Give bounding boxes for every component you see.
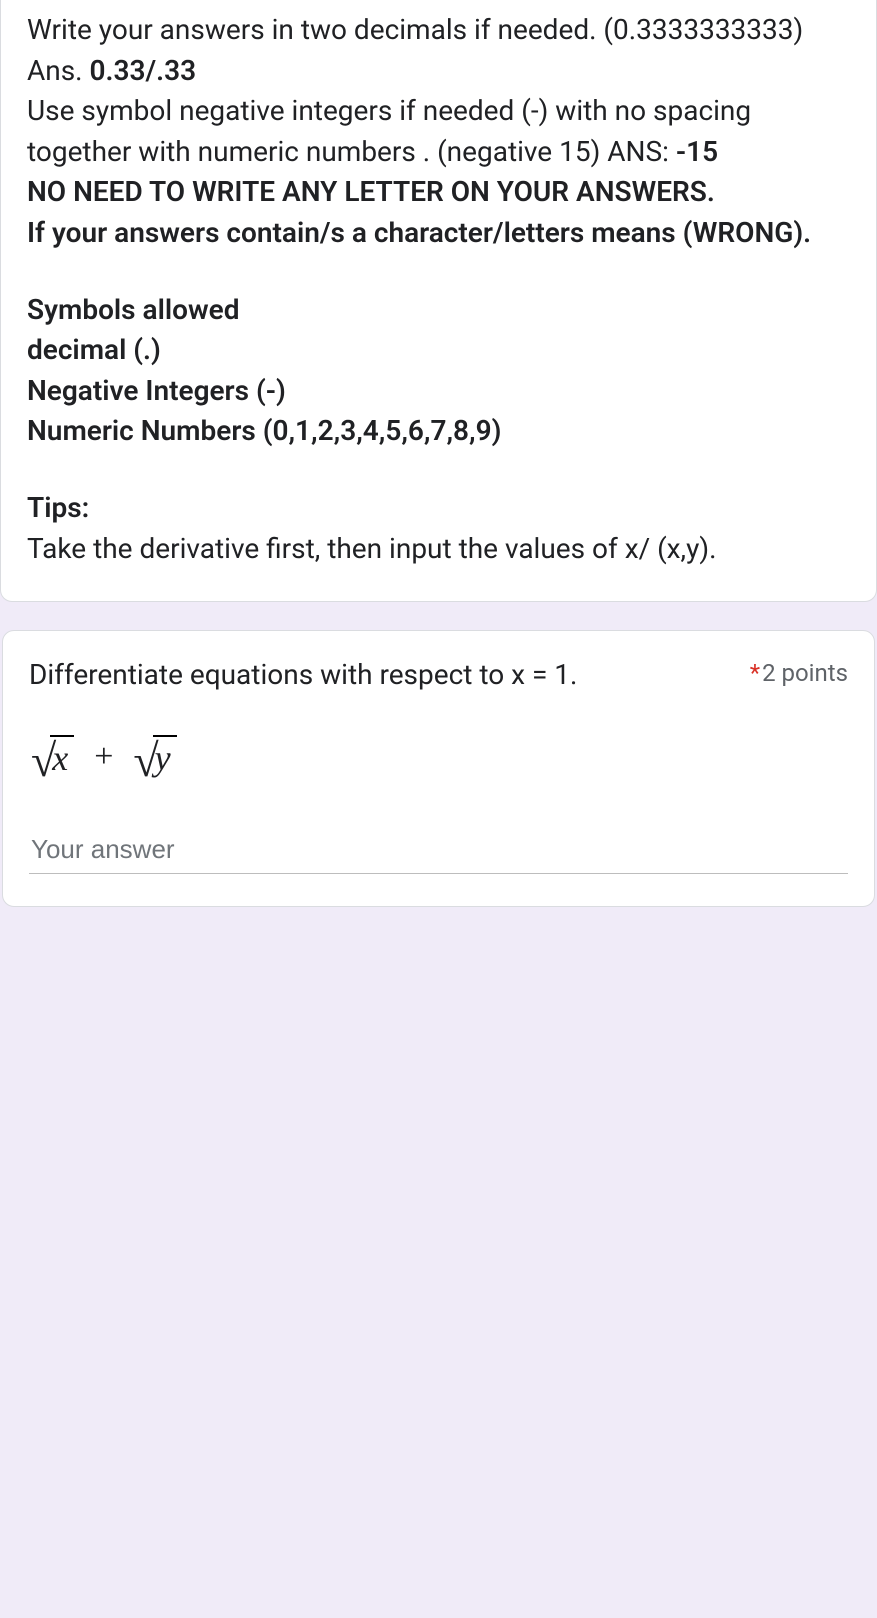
question-points: *2 points (750, 659, 848, 687)
instruction-general: Write your answers in two decimals if ne… (27, 10, 850, 254)
instruction-no-letters: NO NEED TO WRITE ANY LETTER ON YOUR ANSW… (27, 175, 715, 208)
question-expression: √ x + √ y (31, 734, 848, 780)
instructions-card: Write your answers in two decimals if ne… (0, 0, 877, 602)
tips-heading: Tips: (27, 491, 89, 524)
symbols-allowed-heading: Symbols allowed (27, 293, 239, 326)
required-star: * (750, 659, 760, 687)
question-card: Differentiate equations with respect to … (2, 630, 875, 907)
radical-icon: √ (31, 738, 56, 784)
symbol-decimal: decimal (.) (27, 333, 161, 366)
instruction-negative-prefix: Use symbol negative integers if needed (… (27, 94, 751, 168)
radical-icon: √ (133, 738, 158, 784)
symbol-numeric: Numeric Numbers (0,1,2,3,4,5,6,7,8,9) (27, 414, 501, 447)
instruction-decimals-answer: 0.33/.33 (90, 54, 197, 87)
symbols-allowed-block: Symbols allowed decimal (.) Negative Int… (27, 290, 850, 452)
sqrt-x: √ x (31, 734, 74, 780)
points-label: 2 points (762, 659, 848, 687)
instructions-block: Write your answers in two decimals if ne… (27, 10, 850, 569)
question-title: Differentiate equations with respect to … (29, 655, 730, 696)
sqrt-y: √ y (133, 734, 176, 780)
tips-block: Tips: Take the derivative first, then in… (27, 488, 850, 569)
answer-input[interactable] (29, 826, 848, 874)
plus-sign: + (94, 738, 113, 776)
tips-body: Take the derivative first, then input th… (27, 532, 716, 565)
question-header: Differentiate equations with respect to … (29, 655, 848, 696)
symbol-negative: Negative Integers (-) (27, 374, 286, 407)
instruction-negative-answer: -15 (676, 135, 718, 168)
instruction-wrong-warning: If your answers contain/s a character/le… (27, 216, 811, 249)
